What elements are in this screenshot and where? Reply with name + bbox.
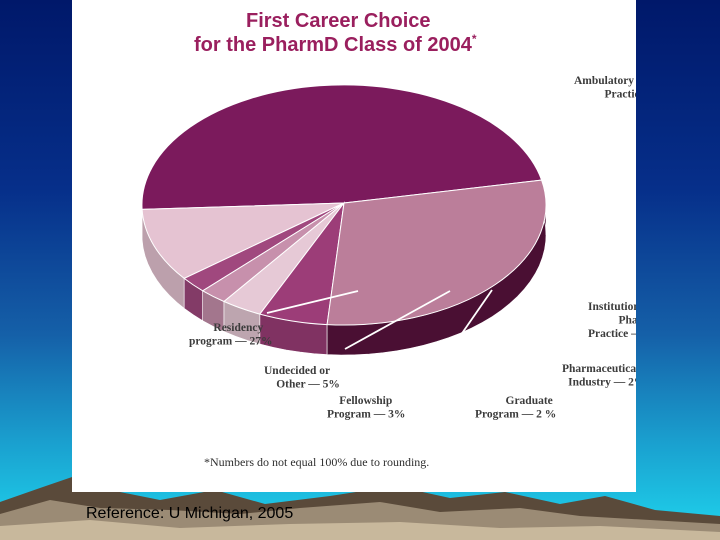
pie-top-group [141, 84, 547, 326]
slice-label-line: Undecided or [264, 365, 330, 377]
leader-line [553, 267, 565, 315]
slice-label: Fellowship Program — 3% [327, 395, 405, 421]
slice-labels: Ambulatory Pharmacy Practice — 43% Institu… [189, 75, 636, 421]
pie-slice [141, 84, 543, 210]
footnote: *Numbers do not equal 100% due to roundi… [204, 455, 429, 469]
pie-side-group [141, 180, 547, 356]
slice-label-line: Program — 2 % [475, 409, 556, 421]
leader-line [523, 283, 530, 331]
slice-label: Ambulatory Pharmacy Practice — 43% [574, 75, 636, 101]
mountain-decoration [0, 476, 720, 540]
slice-label-line: Ambulatory Pharmacy [574, 75, 636, 87]
leader-line [266, 290, 359, 314]
pie-slice [326, 179, 547, 326]
pie-chart: First Career Choice for the PharmD Class… [141, 10, 636, 469]
slice-label-line: Other — 5% [276, 379, 340, 391]
slice-label: Institutional PharmacyPractice — 9% [588, 301, 636, 340]
slice-label-line: Industry — 2% [568, 377, 636, 389]
leader-line [574, 245, 598, 277]
slice-label-line: Pharmaceutical [562, 363, 636, 375]
slice-label-line: Residency [213, 322, 263, 334]
slice-label: Undecided or Other — 5% [264, 365, 340, 391]
slice-label-line: Practice — 9% [588, 328, 636, 340]
slice-label-line: Fellowship [339, 395, 392, 407]
slice-label: Graduate Program — 2 % [475, 395, 556, 421]
chart-title-text: for the PharmD Class of 2004 [194, 34, 473, 56]
slice-label-line: Graduate [506, 395, 553, 407]
pie-slice [141, 202, 345, 279]
slice-label-line: program — 27% [189, 336, 272, 348]
slice-label-line: Pharmacy [619, 315, 637, 327]
slice-label: Pharmaceutical Industry — 2% [562, 363, 636, 389]
slice-label-line: Institutional [588, 301, 636, 313]
chart-title-line-1: First Career Choice [246, 10, 431, 32]
slice-label-line: Program — 3% [327, 409, 405, 421]
chart-panel: First Career Choice for the PharmD Class… [72, 0, 636, 492]
leader-lines [266, 245, 598, 356]
chart-title-mark: * [472, 32, 477, 46]
slice-label-line: Practice — 43% [605, 89, 637, 101]
leader-line [344, 290, 451, 350]
chart-title-line-2: for the PharmD Class of 2004* [194, 32, 477, 56]
slice-label: Residency program — 27% [189, 322, 272, 348]
leader-line [446, 289, 493, 356]
reference-text: Reference: U Michigan, 2005 [86, 505, 294, 522]
